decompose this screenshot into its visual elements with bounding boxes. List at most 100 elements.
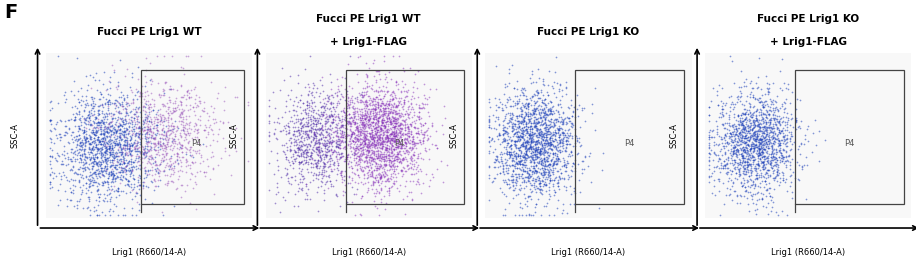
Point (404, 165, 419, 170)
Point (553, 171, 568, 175)
Point (394, 128, 409, 133)
Point (706, 169, 721, 174)
Point (88, 125, 103, 130)
Point (354, 120, 369, 124)
Point (506, 180, 520, 184)
Point (518, 144, 532, 148)
Point (380, 102, 395, 106)
Point (116, 166, 131, 170)
Point (741, 138, 756, 143)
Point (409, 118, 424, 122)
Point (724, 143, 738, 147)
Point (289, 152, 304, 157)
Point (398, 140, 412, 144)
Point (350, 137, 365, 141)
Point (540, 159, 555, 163)
Point (158, 117, 172, 121)
Point (772, 155, 787, 159)
Point (523, 129, 538, 133)
Point (293, 126, 308, 130)
Point (543, 146, 558, 151)
Point (504, 129, 518, 133)
Point (738, 120, 753, 124)
Point (541, 136, 556, 141)
Point (202, 123, 217, 127)
Point (535, 143, 550, 147)
Point (366, 168, 381, 172)
Point (534, 120, 549, 124)
Point (378, 163, 393, 167)
Point (301, 108, 316, 113)
Point (360, 75, 375, 79)
Point (531, 140, 546, 144)
Point (770, 213, 785, 217)
Point (411, 102, 426, 107)
Point (174, 128, 189, 132)
Point (718, 132, 733, 137)
Point (753, 129, 768, 133)
Point (93, 142, 108, 146)
Point (749, 172, 764, 177)
Point (764, 145, 779, 149)
Point (417, 93, 431, 97)
Point (148, 115, 163, 119)
Point (417, 135, 431, 139)
Point (514, 158, 529, 162)
Point (354, 89, 369, 94)
Point (405, 197, 420, 201)
Point (514, 174, 529, 178)
Point (361, 138, 376, 142)
Point (147, 136, 161, 140)
Point (122, 146, 136, 150)
Point (734, 180, 748, 184)
Point (324, 140, 339, 144)
Point (123, 121, 137, 125)
Point (103, 128, 117, 133)
Point (538, 139, 552, 143)
Point (332, 152, 346, 156)
Point (102, 155, 116, 159)
Point (524, 139, 539, 143)
Point (401, 113, 416, 117)
Point (389, 96, 404, 101)
Point (366, 135, 381, 139)
Point (133, 140, 147, 144)
Point (125, 171, 139, 175)
Point (764, 144, 779, 148)
Point (328, 125, 343, 129)
Point (177, 107, 191, 112)
Point (736, 136, 750, 140)
Point (325, 139, 340, 143)
Point (547, 111, 562, 115)
Point (312, 150, 327, 154)
Point (190, 128, 204, 132)
Point (270, 137, 285, 141)
Point (570, 152, 584, 156)
Point (304, 155, 319, 159)
Point (324, 87, 339, 92)
Point (115, 107, 130, 111)
Point (530, 139, 545, 144)
Point (735, 130, 749, 134)
Point (386, 135, 400, 140)
Point (167, 136, 181, 141)
Point (104, 117, 119, 121)
Point (727, 151, 742, 156)
Point (269, 136, 284, 140)
Point (388, 139, 403, 143)
Point (366, 151, 381, 156)
Point (149, 111, 164, 116)
Point (538, 141, 552, 145)
Point (141, 159, 156, 163)
Point (378, 72, 393, 76)
Point (87, 130, 102, 135)
Point (278, 152, 292, 156)
Point (364, 85, 378, 90)
Point (482, 118, 496, 123)
Point (354, 213, 368, 217)
Point (755, 197, 769, 201)
Point (722, 95, 736, 99)
Point (407, 80, 421, 84)
Point (88, 115, 103, 119)
Point (336, 132, 351, 136)
